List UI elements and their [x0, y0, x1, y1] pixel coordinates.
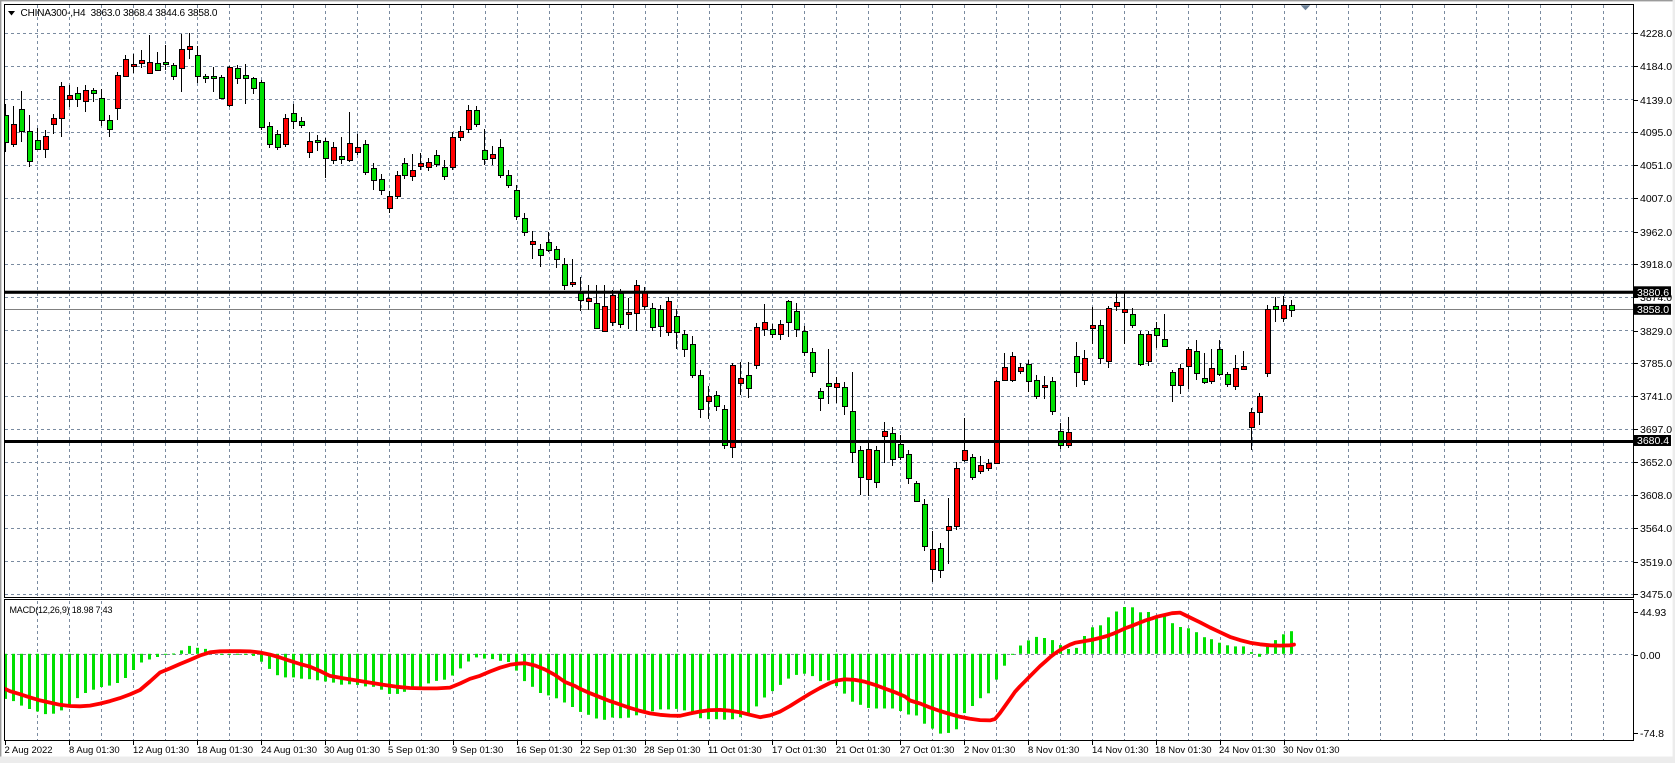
svg-text:12 Aug 01:30: 12 Aug 01:30	[133, 745, 189, 756]
svg-text:27 Oct 01:30: 27 Oct 01:30	[900, 745, 954, 756]
svg-text:11 Oct 01:30: 11 Oct 01:30	[708, 745, 762, 756]
svg-text:28 Sep 01:30: 28 Sep 01:30	[644, 745, 701, 756]
svg-text:3564.0: 3564.0	[1640, 523, 1672, 535]
svg-text:18 Aug 01:30: 18 Aug 01:30	[197, 745, 253, 756]
svg-text:16 Sep 01:30: 16 Sep 01:30	[516, 745, 573, 756]
svg-text:-74.8: -74.8	[1640, 728, 1664, 740]
svg-text:3741.0: 3741.0	[1640, 391, 1672, 403]
svg-text:8 Aug 01:30: 8 Aug 01:30	[69, 745, 120, 756]
svg-text:4184.0: 4184.0	[1640, 61, 1672, 73]
svg-text:3962.0: 3962.0	[1640, 227, 1672, 239]
svg-text:4139.0: 4139.0	[1640, 95, 1672, 107]
svg-text:22 Sep 01:30: 22 Sep 01:30	[580, 745, 637, 756]
svg-text:3652.0: 3652.0	[1640, 457, 1672, 469]
svg-text:3785.0: 3785.0	[1640, 358, 1672, 370]
svg-text:5 Sep 01:30: 5 Sep 01:30	[388, 745, 439, 756]
svg-text:3519.0: 3519.0	[1640, 557, 1672, 569]
svg-text:CHINA300-,H4 3863.0 3868.4 38: CHINA300-,H4 3863.0 3868.4 3844.6 3858.0	[21, 8, 218, 19]
svg-text:4051.0: 4051.0	[1640, 160, 1672, 172]
svg-text:2 Nov 01:30: 2 Nov 01:30	[964, 745, 1015, 756]
svg-text:24 Aug 01:30: 24 Aug 01:30	[261, 745, 317, 756]
svg-text:4228.0: 4228.0	[1640, 28, 1672, 40]
svg-text:21 Oct 01:30: 21 Oct 01:30	[836, 745, 890, 756]
svg-text:8 Nov 01:30: 8 Nov 01:30	[1028, 745, 1079, 756]
svg-text:30 Aug 01:30: 30 Aug 01:30	[324, 745, 380, 756]
svg-text:9 Sep 01:30: 9 Sep 01:30	[452, 745, 503, 756]
svg-text:4095.0: 4095.0	[1640, 127, 1672, 139]
svg-text:17 Oct 01:30: 17 Oct 01:30	[772, 745, 826, 756]
svg-text:3918.0: 3918.0	[1640, 259, 1672, 271]
svg-text:24 Nov 01:30: 24 Nov 01:30	[1219, 745, 1276, 756]
svg-text:3697.0: 3697.0	[1640, 424, 1672, 436]
svg-text:4007.0: 4007.0	[1640, 193, 1672, 205]
svg-text:18 Nov 01:30: 18 Nov 01:30	[1155, 745, 1212, 756]
svg-text:3858.0: 3858.0	[1637, 304, 1669, 316]
svg-text:44.93: 44.93	[1640, 607, 1666, 619]
svg-text:3608.0: 3608.0	[1640, 490, 1672, 502]
svg-text:3680.4: 3680.4	[1637, 435, 1669, 447]
svg-text:3475.0: 3475.0	[1640, 589, 1672, 601]
svg-text:14 Nov 01:30: 14 Nov 01:30	[1092, 745, 1149, 756]
svg-text:3880.6: 3880.6	[1637, 287, 1669, 299]
svg-text:MACD(12,26,9) 18.98 7.43: MACD(12,26,9) 18.98 7.43	[10, 605, 113, 615]
svg-text:3829.0: 3829.0	[1640, 326, 1672, 338]
svg-text:2 Aug 2022: 2 Aug 2022	[5, 745, 53, 756]
svg-text:0.00: 0.00	[1640, 650, 1661, 662]
svg-text:30 Nov 01:30: 30 Nov 01:30	[1283, 745, 1340, 756]
